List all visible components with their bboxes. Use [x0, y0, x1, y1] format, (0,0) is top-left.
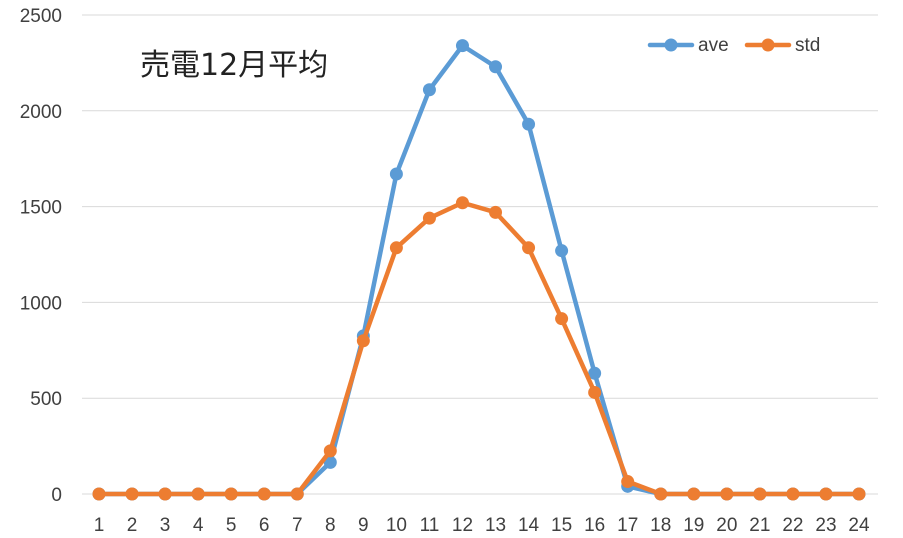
x-tick-label: 15	[551, 515, 572, 536]
x-tick-label: 6	[259, 515, 270, 536]
data-point-std	[621, 475, 635, 489]
series-std	[92, 196, 866, 501]
x-tick-label: 20	[716, 515, 737, 536]
data-point-std	[819, 487, 833, 501]
data-point-std	[687, 487, 701, 501]
x-tick-label: 4	[193, 515, 204, 536]
data-point-std	[257, 487, 271, 501]
x-tick-label: 7	[292, 515, 303, 536]
x-tick-label: 19	[683, 515, 704, 536]
data-point-std	[720, 487, 734, 501]
x-tick-label: 17	[617, 515, 638, 536]
x-tick-label: 11	[420, 515, 440, 536]
x-axis-tick-labels: 1 2 3 4 5 6 7 8 9 10 11 12 13 14 15 16 17 18 19 20 21 22 23 24	[94, 515, 870, 536]
y-axis-tick-labels: 0 500 1000 1500 2000 2500	[20, 6, 62, 506]
y-tick-label: 1000	[20, 293, 62, 314]
legend-item-ave: ave	[647, 35, 729, 56]
series-layer	[92, 39, 866, 501]
data-point-std	[455, 196, 469, 210]
x-tick-label: 3	[160, 515, 171, 536]
x-tick-label: 2	[127, 515, 138, 536]
data-point-ave	[455, 39, 469, 53]
x-tick-label: 1	[94, 515, 105, 536]
legend-swatch-marker	[761, 38, 775, 52]
data-point-std	[191, 487, 205, 501]
data-point-std	[588, 385, 602, 399]
series-ave	[92, 39, 866, 501]
data-point-ave	[555, 244, 569, 258]
data-point-ave	[489, 60, 503, 74]
data-point-std	[852, 487, 866, 501]
legend-item-std: std	[744, 35, 820, 56]
data-point-std	[389, 241, 403, 255]
x-tick-label: 23	[815, 515, 836, 536]
legend-label: std	[795, 35, 820, 56]
data-point-ave	[588, 366, 602, 380]
x-tick-label: 10	[386, 515, 407, 536]
y-tick-label: 2000	[20, 102, 62, 123]
y-tick-label: 500	[30, 389, 62, 410]
y-tick-label: 1500	[20, 198, 62, 219]
data-point-ave	[522, 117, 536, 131]
data-point-ave	[389, 167, 403, 181]
data-point-std	[786, 487, 800, 501]
x-tick-label: 22	[782, 515, 803, 536]
x-tick-label: 21	[749, 515, 770, 536]
gridlines	[82, 14, 878, 495]
x-tick-label: 13	[485, 515, 506, 536]
data-point-std	[158, 487, 172, 501]
data-point-std	[654, 487, 668, 501]
data-point-std	[290, 487, 304, 501]
legend-swatch-marker	[664, 38, 678, 52]
data-point-std	[125, 487, 139, 501]
x-tick-label: 12	[452, 515, 473, 536]
data-point-std	[753, 487, 767, 501]
data-point-ave	[422, 83, 436, 97]
data-point-std	[323, 444, 337, 458]
legend-label: ave	[698, 35, 729, 56]
data-point-std	[92, 487, 106, 501]
data-point-std	[489, 205, 503, 219]
x-tick-label: 14	[518, 515, 540, 536]
data-point-std	[555, 312, 569, 326]
x-tick-label: 24	[848, 515, 870, 536]
chart-title: 売電12月平均	[140, 48, 328, 83]
y-tick-label: 2500	[20, 6, 62, 27]
legend: ave std	[647, 35, 820, 56]
data-point-std	[224, 487, 238, 501]
data-point-std	[356, 334, 370, 348]
x-tick-label: 5	[226, 515, 237, 536]
series-line-std	[96, 200, 862, 497]
y-tick-label: 0	[51, 485, 62, 506]
series-line-ave	[96, 43, 862, 497]
x-tick-label: 9	[358, 515, 369, 536]
x-tick-label: 18	[650, 515, 671, 536]
data-point-std	[522, 241, 536, 255]
data-point-std	[422, 211, 436, 225]
data-point-ave	[323, 455, 337, 469]
x-tick-label: 8	[325, 515, 336, 536]
x-tick-label: 16	[584, 515, 605, 536]
